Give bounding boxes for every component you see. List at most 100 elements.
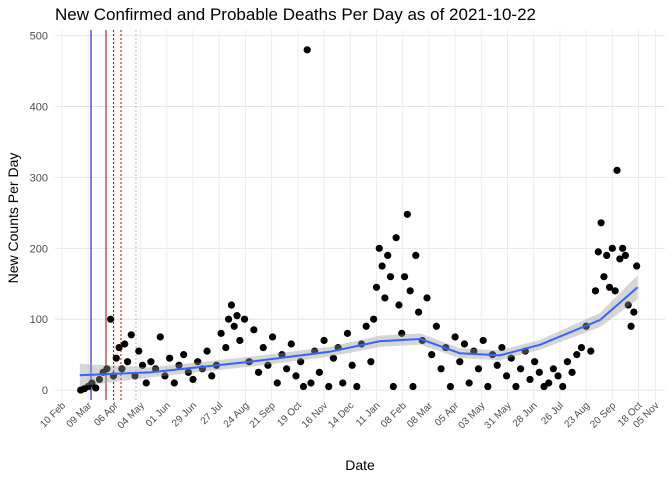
data-point: [224, 315, 233, 323]
data-point: [624, 301, 632, 309]
data-point: [616, 255, 624, 263]
data-point: [127, 331, 135, 339]
data-point: [217, 329, 225, 337]
data-point: [412, 251, 420, 260]
data-point: [166, 354, 174, 362]
data-point: [398, 329, 406, 337]
smooth-line: [79, 286, 639, 377]
data-point: [142, 379, 150, 387]
data-point: [208, 372, 216, 380]
data-point: [203, 347, 211, 355]
x-tick-label: 14 Dec: [326, 400, 356, 430]
y-tick-label: 0: [42, 385, 48, 397]
data-point: [597, 219, 605, 227]
data-point: [307, 379, 315, 387]
x-tick-label: 16 Nov: [300, 400, 330, 430]
data-point: [184, 368, 192, 376]
data-point: [603, 251, 611, 260]
data-point: [573, 351, 581, 359]
data-point: [194, 358, 202, 366]
data-point: [545, 379, 553, 387]
y-axis-label: New Counts Per Day: [5, 153, 21, 284]
x-tick-label: 28 Jun: [511, 400, 540, 429]
data-point: [236, 336, 244, 345]
data-point: [428, 351, 436, 359]
data-point: [95, 375, 104, 384]
data-point: [131, 372, 139, 380]
data-point: [559, 382, 567, 391]
data-point: [240, 315, 249, 323]
data-point: [381, 294, 389, 302]
data-point: [375, 244, 383, 252]
data-point: [587, 347, 595, 355]
data-point: [112, 354, 120, 362]
data-point: [121, 340, 129, 348]
data-point: [370, 315, 378, 323]
data-point: [222, 343, 230, 352]
data-point: [633, 262, 641, 270]
data-point: [403, 210, 411, 218]
data-point: [517, 365, 525, 373]
data-point: [227, 301, 236, 309]
data-point: [115, 343, 123, 352]
data-point: [484, 382, 492, 391]
data-point: [92, 384, 100, 392]
x-tick-label: 21 Sep: [248, 400, 278, 430]
data-point: [507, 354, 515, 362]
data-point: [259, 343, 267, 352]
data-point: [283, 365, 291, 373]
data-point: [161, 372, 169, 380]
data-point: [392, 234, 400, 242]
data-point: [88, 379, 96, 387]
data-point: [608, 244, 616, 252]
x-tick-label: 20 Sep: [588, 400, 618, 430]
data-point: [456, 358, 464, 366]
data-point: [563, 358, 572, 366]
data-point: [278, 351, 286, 359]
data-point: [414, 308, 423, 316]
data-point: [512, 382, 520, 391]
data-point: [372, 283, 381, 291]
data-point: [451, 333, 459, 341]
x-tick-label: 11 Jan: [354, 400, 382, 428]
data-point: [135, 347, 143, 355]
data-point: [437, 365, 445, 373]
data-point: [594, 248, 602, 256]
data-point: [348, 361, 356, 369]
x-tick-label: 10 Feb: [38, 400, 68, 430]
data-point: [329, 354, 338, 362]
data-point: [303, 46, 311, 54]
data-point: [254, 368, 263, 376]
data-point: [384, 251, 392, 260]
data-point: [474, 365, 483, 373]
x-tick-label: 08 Mar: [405, 400, 435, 430]
data-point: [502, 372, 511, 380]
x-tick-label: 03 May: [456, 400, 487, 431]
data-point: [264, 361, 272, 369]
data-point: [460, 340, 469, 348]
data-point: [156, 333, 164, 341]
data-point: [479, 336, 487, 345]
data-point: [432, 322, 440, 330]
data-point: [175, 361, 183, 369]
x-tick-label: 01 Jun: [144, 400, 173, 429]
data-point: [611, 287, 619, 295]
data-point: [605, 283, 614, 291]
data-point: [268, 333, 277, 341]
data-point: [297, 358, 305, 366]
data-point: [526, 375, 534, 384]
data-point: [568, 368, 576, 376]
data-point: [613, 166, 621, 174]
data-point: [498, 343, 506, 352]
data-point: [233, 312, 241, 320]
data-point: [577, 343, 586, 352]
data-point: [386, 273, 395, 281]
data-point: [362, 322, 370, 330]
data-point: [619, 244, 627, 252]
data-point: [273, 379, 281, 387]
data-point: [367, 358, 375, 366]
data-point: [339, 379, 347, 387]
x-tick-label: 29 Jun: [170, 400, 199, 429]
